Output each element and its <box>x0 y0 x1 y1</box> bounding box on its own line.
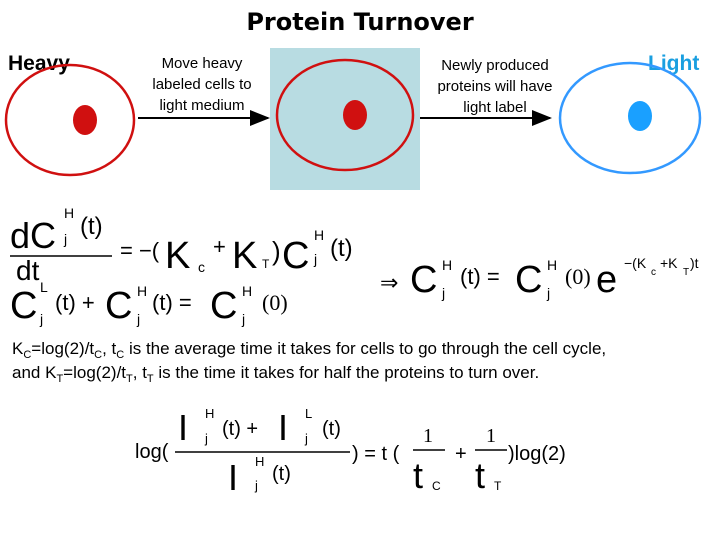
equation-token: H <box>137 283 147 299</box>
equation-token: (t) + <box>55 290 95 315</box>
equation-token: j <box>546 285 550 301</box>
equation-token: j <box>313 251 317 267</box>
equation-token: j <box>304 431 308 446</box>
equation-token: c <box>651 267 656 278</box>
equation-token: C <box>410 259 437 301</box>
paragraph-text: is the time it takes for half the protei… <box>154 363 540 382</box>
heavy-label: Heavy <box>8 52 70 75</box>
equation-token: −(K <box>624 255 647 271</box>
equation-token: I <box>278 407 288 448</box>
equation-token: I <box>228 457 238 498</box>
equation-token: ⇒ <box>380 270 398 295</box>
equation-token: H <box>242 283 252 299</box>
paragraph-line: and KT=log(2)/tT, tT is the time it take… <box>12 363 539 385</box>
step1-text: light medium <box>159 97 244 114</box>
equation-token: ) = t ( <box>352 443 400 465</box>
transfer-cell <box>275 58 415 172</box>
equation-token: C <box>515 259 542 301</box>
equation-token: (t) <box>80 213 103 240</box>
paragraph-text: , t <box>102 339 116 358</box>
equation-token: H <box>255 454 264 469</box>
equation-token: (t) = <box>460 264 500 289</box>
heavy-cell <box>4 63 136 177</box>
light-label: Light <box>648 52 699 75</box>
equation-token: (0) <box>565 264 591 289</box>
equation-token: H <box>64 205 74 221</box>
subscript: C <box>23 349 31 361</box>
equation-token: log( <box>135 441 169 463</box>
equation-token: H <box>314 227 324 243</box>
equation-token: c <box>198 259 205 275</box>
equation-token: ) <box>272 236 281 266</box>
equation-token: H <box>205 406 214 421</box>
paragraph-text: =log(2)/t <box>31 339 94 358</box>
equation-token: (t) <box>330 235 353 262</box>
equation-token: (t) <box>272 463 291 485</box>
equation-token: + <box>455 443 467 465</box>
equation-token: j <box>254 478 258 493</box>
step2-text: Newly produced <box>441 57 549 74</box>
paragraph-text: =log(2)/t <box>63 363 126 382</box>
equation-token: = −( <box>120 238 160 263</box>
equation-token: I <box>178 407 188 448</box>
transfer-nucleus <box>343 100 367 130</box>
equation-token: e <box>596 259 617 301</box>
paragraph-line: KC=log(2)/tC, tC is the average time it … <box>12 339 606 361</box>
equation-token: 1 <box>423 425 433 447</box>
subscript: C <box>116 349 124 361</box>
equation-token: T <box>494 479 502 493</box>
equation-token: j <box>136 311 140 327</box>
equation-token: C <box>10 285 37 327</box>
equation-token: (t) + <box>222 418 258 440</box>
equation-token: dt <box>16 255 40 286</box>
equation-token: H <box>442 257 452 273</box>
subscript: T <box>126 373 133 385</box>
equation-token: j <box>63 231 67 247</box>
heavy-nucleus <box>73 105 97 135</box>
equation-token: (t) = <box>152 290 192 315</box>
equation-token: C <box>432 479 441 493</box>
equation-token: T <box>262 257 270 271</box>
equation-token: C <box>210 285 237 327</box>
light-nucleus <box>628 101 652 131</box>
equation-token: )log(2) <box>508 443 566 465</box>
equation-token: L <box>40 279 48 295</box>
equation-token: j <box>241 311 245 327</box>
paragraph-text: is the average time it takes for cells t… <box>124 339 606 358</box>
step2-text: light label <box>463 99 526 116</box>
equation-token: L <box>305 406 312 421</box>
paragraph-text: K <box>12 339 24 358</box>
paragraph-text: , t <box>133 363 147 382</box>
paragraph-text: and K <box>12 363 57 382</box>
equation-token: )t <box>690 255 699 271</box>
light-cell <box>558 61 702 175</box>
subscript: T <box>56 373 63 385</box>
subscript: T <box>147 373 154 385</box>
step1-text: Move heavy <box>162 55 243 72</box>
equation-token: t <box>475 455 485 496</box>
equation-token: dC <box>10 215 56 256</box>
equation-token: 1 <box>486 425 496 447</box>
equation-token: H <box>547 257 557 273</box>
equation-token: j <box>204 431 208 446</box>
step2-text: proteins will have <box>437 78 552 95</box>
equation-token: (0) <box>262 290 288 315</box>
equation-token: C <box>105 285 132 327</box>
subscript: C <box>94 349 102 361</box>
equation-token: T <box>683 267 689 278</box>
equation-token: (t) <box>322 418 341 440</box>
equation-token: t <box>413 455 423 496</box>
step1-text: labeled cells to <box>152 76 251 93</box>
equation-token: + <box>213 234 226 259</box>
equation-token: +K <box>660 255 678 271</box>
equation-token: K <box>232 235 257 277</box>
equation-token: j <box>39 311 43 327</box>
equation-token: K <box>165 235 190 277</box>
equation-token: C <box>282 235 309 277</box>
equation-token: j <box>441 285 445 301</box>
title: Protein Turnover <box>246 8 473 36</box>
